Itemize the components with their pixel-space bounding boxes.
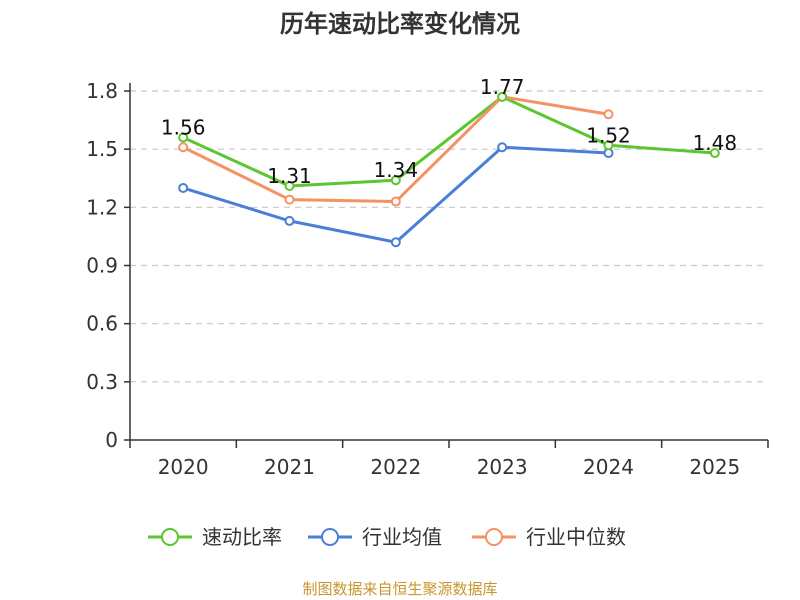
data-point[interactable] <box>390 237 401 248</box>
y-tick-label: 1.8 <box>86 79 118 103</box>
x-tick-label: 2022 <box>370 455 421 479</box>
legend-item[interactable]: 行业均值 <box>308 525 442 549</box>
data-point[interactable] <box>178 142 189 153</box>
legend-label: 行业中位数 <box>526 525 626 549</box>
series-lines <box>178 91 720 248</box>
source-note: 制图数据来自恒生聚源数据库 <box>302 580 497 598</box>
legend-item[interactable]: 速动比率 <box>148 525 282 549</box>
data-point[interactable] <box>284 215 295 226</box>
y-tick-label: 0 <box>105 428 118 452</box>
data-point[interactable] <box>497 91 508 102</box>
series-markers <box>178 91 720 248</box>
data-label: 1.52 <box>586 123 631 147</box>
axes: 0 0.3 0.6 0.9 1.2 1.5 1.8 2020 2021 2022 2023 2024 2… <box>86 79 769 479</box>
legend-marker-icon <box>321 528 339 546</box>
data-label: 1.77 <box>480 75 525 99</box>
data-point[interactable] <box>284 194 295 205</box>
x-tick-label: 2024 <box>583 455 634 479</box>
data-point[interactable] <box>603 109 614 120</box>
x-tick-label: 2025 <box>689 455 740 479</box>
data-point[interactable] <box>390 196 401 207</box>
data-labels: 1.56 1.31 1.34 1.77 1.52 1.48 <box>161 75 737 188</box>
legend-label: 速动比率 <box>202 525 282 549</box>
data-point[interactable] <box>178 132 189 143</box>
data-point[interactable] <box>603 140 614 151</box>
y-tick-label: 1.2 <box>86 195 118 219</box>
data-point[interactable] <box>284 181 295 192</box>
legend-marker-icon <box>485 528 503 546</box>
data-point[interactable] <box>390 175 401 186</box>
chart-title: 历年速动比率变化情况 <box>280 10 520 38</box>
grid-lines <box>130 90 768 383</box>
data-label: 1.34 <box>374 158 419 182</box>
legend[interactable]: 速动比率 行业均值 行业中位数 <box>148 525 626 549</box>
y-tick-label: 0.9 <box>86 254 118 278</box>
data-label: 1.31 <box>267 164 312 188</box>
data-label: 1.56 <box>161 116 206 140</box>
data-point[interactable] <box>178 182 189 193</box>
data-label: 1.48 <box>693 131 738 155</box>
y-tick-label: 1.5 <box>86 137 118 161</box>
x-tick-label: 2023 <box>477 455 528 479</box>
data-point[interactable] <box>497 142 508 153</box>
legend-label: 行业均值 <box>362 525 442 549</box>
y-tick-label: 0.6 <box>86 312 118 336</box>
data-point[interactable] <box>709 148 720 159</box>
y-tick-label: 0.3 <box>86 370 118 394</box>
x-tick-label: 2021 <box>264 455 315 479</box>
series-line <box>181 95 717 188</box>
x-tick-label: 2020 <box>158 455 209 479</box>
legend-item[interactable]: 行业中位数 <box>472 525 626 549</box>
legend-marker-icon <box>161 528 179 546</box>
